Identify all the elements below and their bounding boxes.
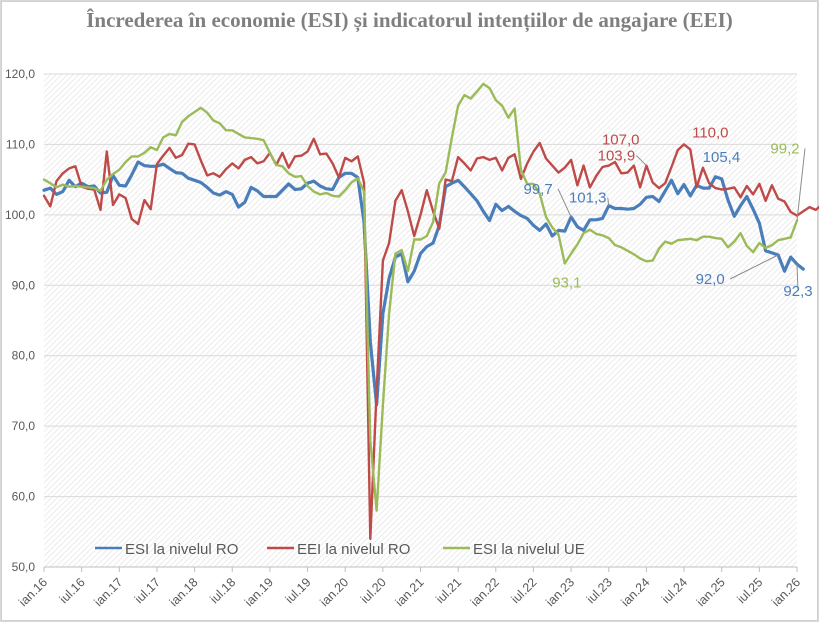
chart-title: Încrederea în economie (ESI) și indicato… [86, 8, 733, 32]
x-tick-label: ian.18 [167, 575, 201, 609]
legend-label: ESI la nivelul RO [125, 541, 238, 558]
data-label: 99,2 [770, 140, 799, 157]
leader-line [607, 197, 610, 206]
x-tick-label: ian.19 [242, 575, 276, 609]
x-tick-label: iul.21 [433, 575, 464, 606]
data-label: 101,3 [569, 190, 607, 207]
x-tick-label: ian.24 [619, 575, 653, 609]
data-label: 93,1 [552, 274, 581, 291]
x-tick-label: iul.25 [734, 575, 765, 606]
leader-line [636, 155, 647, 166]
x-tick-label: ian.16 [16, 575, 50, 609]
y-tick-label: 110,0 [6, 137, 35, 151]
x-tick-label: ian.23 [543, 575, 577, 609]
data-label: 110,0 [692, 124, 728, 141]
y-tick-label: 120,0 [5, 67, 35, 81]
plot-area [44, 74, 797, 567]
data-label: 107,0 [602, 132, 640, 149]
x-tick-label: iul.24 [659, 575, 690, 606]
legend: ESI la nivelul RO EEI la nivelul RO ESI la… [95, 541, 585, 558]
x-tick-label: iul.17 [132, 575, 163, 606]
x-tick-label: iul.18 [207, 575, 238, 606]
series-eei-ro [42, 137, 819, 540]
x-tick-label: ian.20 [317, 575, 351, 609]
legend-label: ESI la nivelul UE [473, 541, 585, 558]
x-tick-label: iul.22 [509, 575, 540, 606]
series-esi-ue [42, 82, 799, 512]
y-tick-label: 90,0 [12, 278, 36, 292]
leader-line [796, 148, 806, 221]
y-tick-label: 100,0 [5, 208, 35, 222]
y-tick-label: 80,0 [12, 349, 36, 363]
data-label: 99,7 [523, 181, 552, 198]
x-tick-label: ian.22 [468, 575, 502, 609]
x-tick-label: ian.25 [694, 575, 728, 609]
x-tick-label: iul.23 [584, 575, 615, 606]
leader-line [729, 254, 779, 280]
x-tick-label: ian.17 [91, 575, 125, 609]
y-axis: 50,0 60,0 70,0 80,0 90,0 100,0 110,0 120,0 [5, 67, 35, 574]
x-tick-label: iul.20 [358, 575, 389, 606]
x-tick-label: iul.19 [283, 575, 314, 606]
data-label: 105,4 [703, 149, 741, 166]
data-label: 92,0 [696, 271, 725, 288]
leader-line [796, 264, 799, 292]
x-tick-label: ian.21 [393, 575, 427, 609]
series-esi-ro [42, 160, 805, 407]
x-tick-label: iul.16 [57, 575, 88, 606]
y-tick-label: 60,0 [12, 490, 36, 504]
series-group [42, 82, 819, 540]
data-label: 92,3 [783, 283, 812, 300]
leader-line [557, 188, 572, 218]
x-tick-label: ian.26 [769, 575, 803, 609]
y-tick-label: 50,0 [12, 560, 36, 574]
data-label: 103,9 [598, 148, 636, 165]
legend-label: EEI la nivelul RO [297, 541, 410, 558]
x-axis: ian.16 iul.16 ian.17 iul.17 ian.18 iul.18 ian.… [16, 566, 803, 609]
y-tick-label: 70,0 [12, 419, 36, 433]
